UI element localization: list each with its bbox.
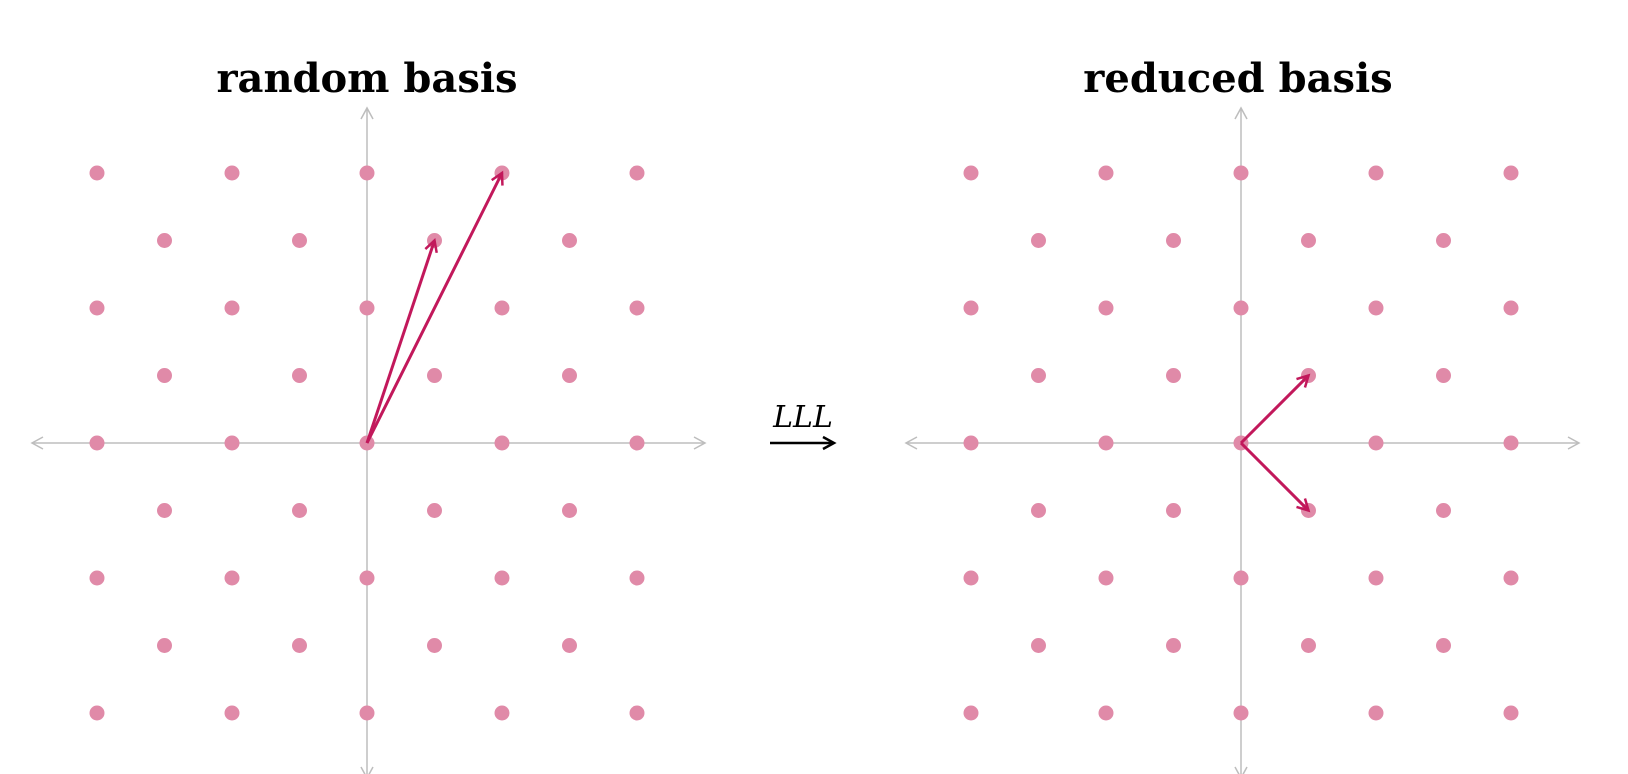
lattice-point	[1031, 233, 1046, 248]
lattice-point	[629, 165, 645, 181]
lattice-point	[629, 435, 645, 451]
lattice-point	[359, 705, 375, 721]
lattice-point	[224, 705, 240, 721]
lattice-point	[494, 300, 510, 316]
lattice-point	[963, 705, 979, 721]
lattice-point	[562, 638, 577, 653]
lattice-point	[1503, 570, 1519, 586]
lattice-point	[1098, 165, 1114, 181]
lattice-point	[1436, 638, 1451, 653]
lattice-point	[1368, 435, 1384, 451]
lattice-point	[1368, 165, 1384, 181]
lattice-point	[963, 570, 979, 586]
lattice-point	[629, 705, 645, 721]
lattice-point	[1031, 503, 1046, 518]
right-lattice-panel	[904, 106, 1581, 774]
lattice-point	[1301, 233, 1316, 248]
lattice-point	[292, 368, 307, 383]
lattice-point	[292, 233, 307, 248]
lattice-point	[427, 638, 442, 653]
lattice-point	[1368, 300, 1384, 316]
lattice-point	[1098, 705, 1114, 721]
lattice-point	[359, 570, 375, 586]
lattice-point	[629, 300, 645, 316]
lattice-point	[359, 300, 375, 316]
lattice-point	[1436, 503, 1451, 518]
lattice-point	[224, 300, 240, 316]
lattice-point	[629, 570, 645, 586]
lattice-point	[494, 705, 510, 721]
lattice-point	[89, 165, 105, 181]
lattice-point	[494, 570, 510, 586]
lattice-point	[1368, 570, 1384, 586]
lattice-point	[1031, 638, 1046, 653]
basis-vector-2	[365, 170, 504, 444]
lattice-point	[1436, 368, 1451, 383]
lattice-point	[562, 233, 577, 248]
left-panel-title: random basis	[216, 55, 518, 102]
lattice-point	[157, 503, 172, 518]
basis-vector-2	[1239, 441, 1311, 513]
lattice-point	[963, 165, 979, 181]
lattice-point	[1098, 435, 1114, 451]
lattice-point	[89, 300, 105, 316]
lattice-point	[562, 503, 577, 518]
lattice-point	[89, 705, 105, 721]
right-panel-title: reduced basis	[1083, 55, 1393, 102]
lattice-point	[1301, 638, 1316, 653]
lattice-point	[1233, 165, 1249, 181]
lattice-point	[1031, 368, 1046, 383]
lattice-point	[1233, 300, 1249, 316]
lattice-point	[427, 368, 442, 383]
lattice-point	[963, 435, 979, 451]
lll-label: LLL	[773, 400, 833, 435]
lattice-point	[224, 570, 240, 586]
left-lattice-panel	[30, 106, 707, 774]
lattice-point	[427, 503, 442, 518]
lattice-point	[1436, 233, 1451, 248]
lattice-point	[1503, 705, 1519, 721]
lattice-point	[1166, 368, 1181, 383]
lattice-point	[89, 570, 105, 586]
lattice-point	[1368, 705, 1384, 721]
lattice-point	[1098, 300, 1114, 316]
lattice-point	[1233, 570, 1249, 586]
lattice-point	[292, 503, 307, 518]
lattice-point	[157, 638, 172, 653]
lattice-point	[963, 300, 979, 316]
lattice-point	[1503, 435, 1519, 451]
lattice-point	[157, 368, 172, 383]
basis-vector-1	[1239, 373, 1311, 445]
lattice-point	[224, 435, 240, 451]
lattice-point	[562, 368, 577, 383]
basis-vector-1	[365, 238, 438, 444]
lattice-point	[157, 233, 172, 248]
lattice-point	[1503, 300, 1519, 316]
lattice-point	[1233, 705, 1249, 721]
lattice-point	[1166, 503, 1181, 518]
lattice-point	[1166, 638, 1181, 653]
lattice-point	[1503, 165, 1519, 181]
lattice-point	[224, 165, 240, 181]
lattice-point	[494, 435, 510, 451]
lattice-point	[1166, 233, 1181, 248]
lattice-point	[359, 165, 375, 181]
lattice-point	[89, 435, 105, 451]
lattice-point	[1098, 570, 1114, 586]
lattice-point	[292, 638, 307, 653]
